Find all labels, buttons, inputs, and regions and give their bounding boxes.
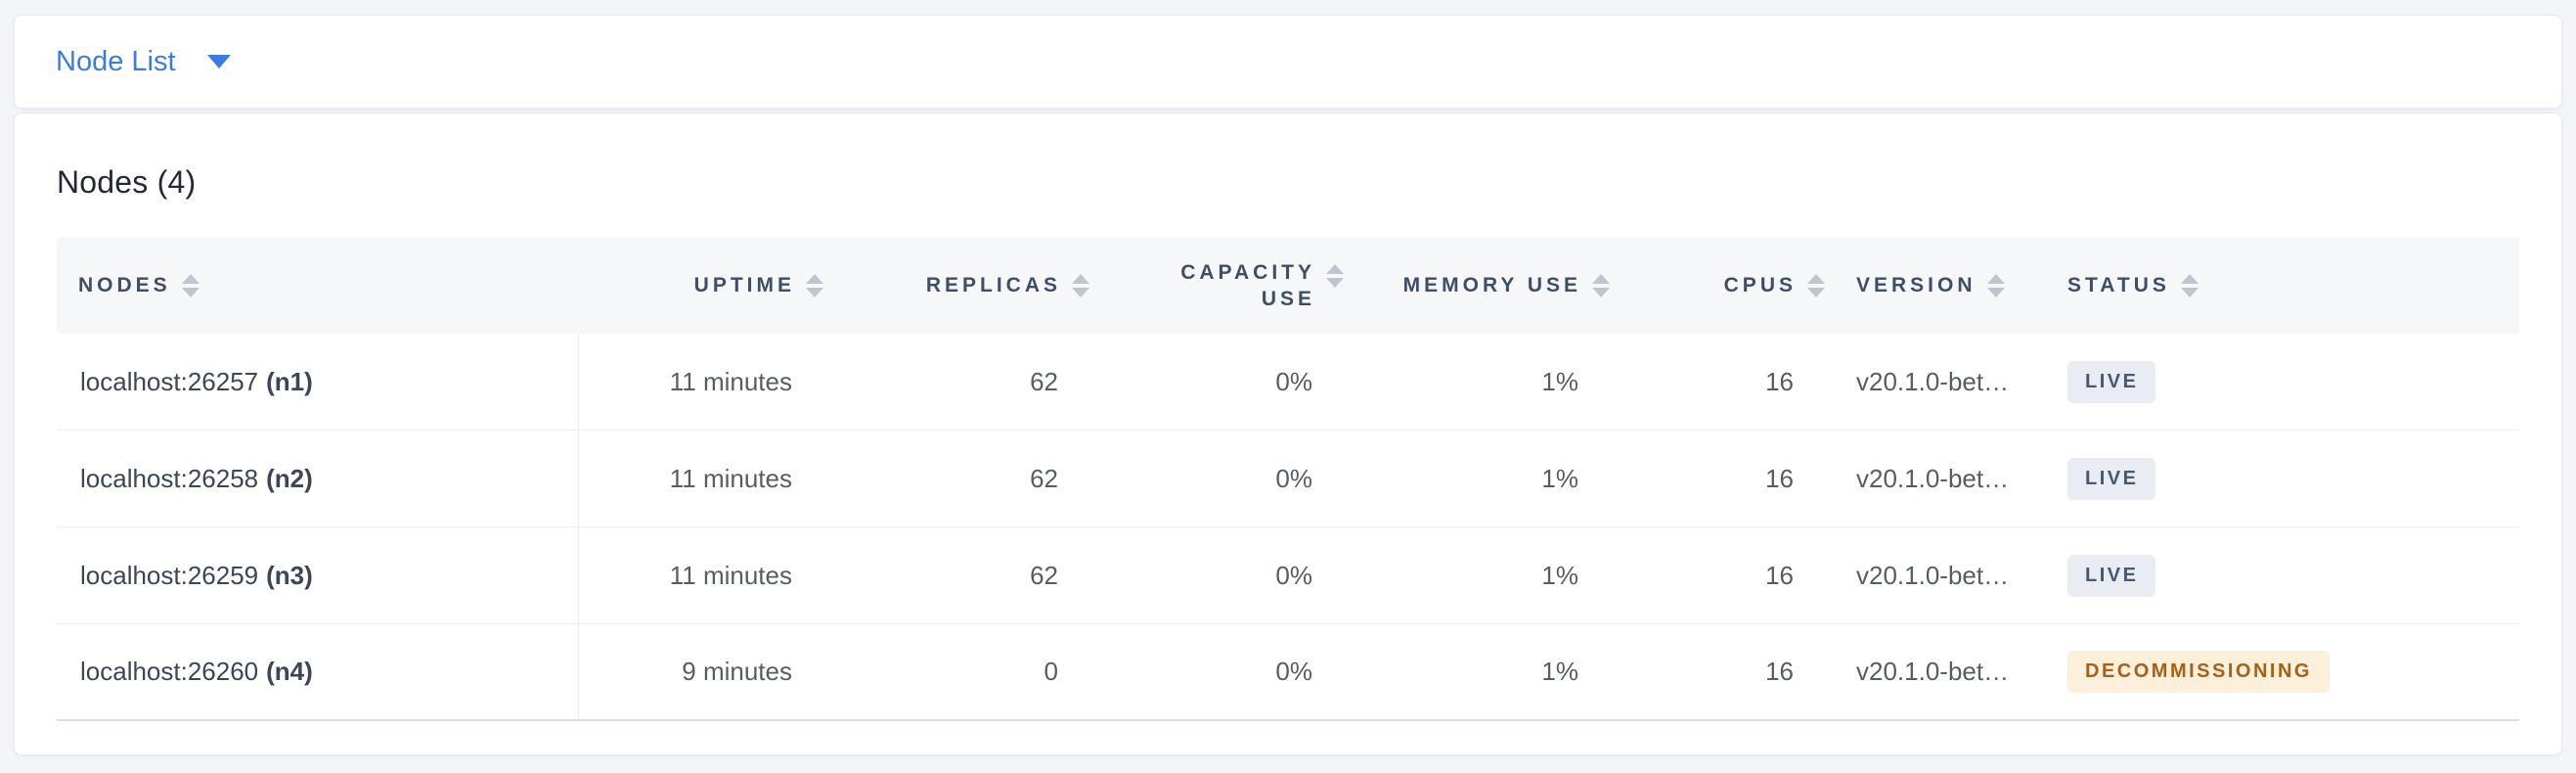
node-list-dropdown[interactable]: Node List [56,46,231,78]
memory-use-cell: 1% [1541,366,1578,396]
sort-icon [1326,264,1344,288]
column-header-capacity-use-label: CAPACITY USE [1180,261,1315,310]
column-header-version[interactable]: VERSION [1825,238,2021,334]
cpus-cell: 16 [1765,463,1794,493]
column-header-uptime-label: UPTIME [693,274,795,296]
status-badge: LIVE [2067,554,2156,597]
column-header-replicas-label: REPLICAS [925,274,1061,296]
node-id: (n4) [266,657,313,686]
view-selector-card: Node List [14,15,2562,109]
nodes-table: NODES UPTIME REPLICAS [57,238,2519,721]
node-id: (n1) [266,366,313,396]
cpus-cell: 16 [1765,366,1794,396]
replicas-cell: 62 [1030,463,1058,493]
column-header-memory-use[interactable]: MEMORY USE [1344,238,1610,334]
node-address: localhost:26260 [80,657,259,686]
replicas-cell: 0 [1044,657,1058,686]
caret-down-icon [206,55,231,68]
table-row: localhost:26257 (n1) 11 minutes 62 0% 1%… [57,334,2519,431]
nodes-count-title: Nodes (4) [57,164,197,200]
sort-icon [1807,274,1825,297]
sort-icon [1072,274,1089,297]
sort-icon [1986,274,2005,297]
version-cell: v20.1.0-bet… [1856,657,2010,686]
node-id: (n3) [266,560,313,590]
column-header-uptime[interactable]: UPTIME [579,238,823,334]
version-cell: v20.1.0-bet… [1856,366,2010,396]
cpus-cell: 16 [1765,657,1794,686]
node-address: localhost:26257 [80,366,259,396]
capacity-use-cell: 0% [1275,463,1312,493]
uptime-cell: 9 minutes [682,657,792,686]
capacity-use-cell: 0% [1275,366,1312,396]
node-address: localhost:26259 [80,560,259,590]
status-badge: LIVE [2067,360,2156,403]
node-address: localhost:26258 [80,463,259,493]
cpus-cell: 16 [1765,560,1794,590]
nodes-card: Nodes (4) NODES UPTIME R [14,113,2562,755]
status-cell: LIVE [2021,431,2519,526]
uptime-cell: 11 minutes [669,366,792,396]
column-header-cpus-label: CPUS [1723,274,1797,296]
column-header-capacity-use[interactable]: CAPACITY USE [1089,238,1344,334]
version-cell: v20.1.0-bet… [1856,560,2010,590]
node-address-cell[interactable]: localhost:26258 (n2) [57,431,579,526]
status-badge: LIVE [2067,457,2156,500]
table-row: localhost:26260 (n4) 9 minutes 0 0% 1% 1… [57,624,2519,721]
replicas-cell: 62 [1030,366,1058,396]
column-header-nodes-label: NODES [78,274,171,296]
node-address-cell[interactable]: localhost:26259 (n3) [57,527,579,623]
memory-use-cell: 1% [1541,463,1578,493]
column-header-memory-use-label: MEMORY USE [1402,274,1581,296]
capacity-use-cell: 0% [1275,657,1312,686]
column-header-replicas[interactable]: REPLICAS [823,238,1089,334]
table-header-row: NODES UPTIME REPLICAS [57,238,2519,334]
status-cell: LIVE [2021,527,2519,623]
sort-icon [1592,274,1610,297]
capacity-use-cell: 0% [1275,560,1312,590]
memory-use-cell: 1% [1541,560,1578,590]
table-row: localhost:26259 (n3) 11 minutes 62 0% 1%… [57,527,2519,624]
column-header-nodes[interactable]: NODES [57,238,579,334]
sort-icon [806,274,823,297]
node-id: (n2) [266,463,313,493]
column-header-status-label: STATUS [2067,274,2170,296]
uptime-cell: 11 minutes [669,560,792,590]
status-cell: DECOMMISSIONING [2021,624,2519,719]
column-header-status[interactable]: STATUS [2021,238,2519,334]
node-list-dropdown-label: Node List [56,45,176,77]
memory-use-cell: 1% [1541,657,1578,686]
sort-icon [2180,274,2198,297]
replicas-cell: 62 [1030,560,1058,590]
status-cell: LIVE [2021,334,2519,430]
node-address-cell[interactable]: localhost:26257 (n1) [57,334,579,430]
column-header-cpus[interactable]: CPUS [1610,238,1825,334]
version-cell: v20.1.0-bet… [1856,463,2010,493]
column-header-version-label: VERSION [1856,274,1976,296]
table-row: localhost:26258 (n2) 11 minutes 62 0% 1%… [57,431,2519,527]
uptime-cell: 11 minutes [669,463,792,493]
status-badge: DECOMMISSIONING [2067,651,2330,693]
node-address-cell[interactable]: localhost:26260 (n4) [57,624,579,719]
sort-icon [181,274,200,297]
